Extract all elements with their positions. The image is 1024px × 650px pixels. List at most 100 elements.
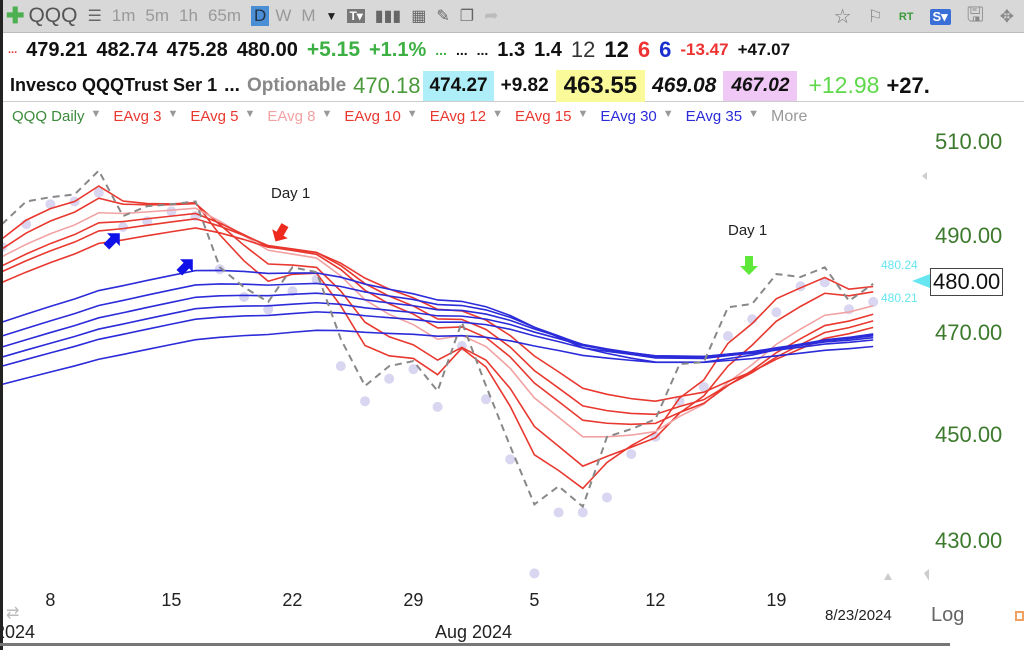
legend-eavg-10[interactable]: EAvg 10 [344, 108, 401, 125]
value-8: +47.07 [737, 40, 791, 59]
data-dot [771, 307, 782, 318]
legend-eavg-3[interactable]: EAvg 3 [113, 108, 162, 125]
scroll-up-icon[interactable] [884, 573, 892, 580]
small-marker-icon [922, 172, 927, 180]
data-dot [505, 454, 516, 465]
data-dot [481, 394, 491, 405]
low-value: 475.28 [166, 38, 228, 61]
legend-more[interactable]: More [771, 108, 808, 125]
ema-line-3 [1, 185, 874, 490]
legend-qqq-daily[interactable]: QQQ Daily [12, 108, 85, 125]
ema-line-5 [1, 197, 874, 468]
red-arrow-icon [272, 223, 289, 242]
dropdown-icon[interactable]: ▼ [662, 108, 674, 120]
data-dot [868, 296, 879, 307]
log-toggle[interactable]: Log [931, 604, 965, 626]
value-4: 12 [604, 37, 629, 62]
data-dot [408, 364, 419, 375]
dots-series [0, 187, 879, 579]
x-tick-label: 15 [161, 590, 182, 610]
x-tick-label: 19 [766, 590, 787, 610]
y-tick-label: 470.00 [935, 320, 1003, 346]
dropdown-icon[interactable]: ▼ [321, 108, 333, 120]
legend-eavg-35[interactable]: EAvg 35 [685, 108, 743, 125]
data-dot [214, 264, 225, 275]
data-dot [360, 396, 370, 407]
field-5: 469.08 [652, 73, 717, 97]
date-label: 8/23/2024 [825, 607, 892, 624]
list-icon[interactable]: ☰ [87, 8, 102, 25]
green-arrow-icon [740, 256, 758, 275]
period-daily[interactable]: D [251, 6, 270, 26]
legend-eavg-30[interactable]: EAvg 30 [600, 108, 657, 125]
interval-5m[interactable]: 5m [145, 6, 170, 25]
price-pointer-icon [912, 274, 930, 288]
x-tick-label: 5 [529, 590, 540, 610]
legend-eavg-12[interactable]: EAvg 12 [429, 108, 487, 125]
ema-line-50 [1, 311, 874, 367]
blue-arrow-icon [103, 233, 120, 250]
s-button[interactable]: S▾ [929, 8, 951, 25]
redo-icon[interactable]: ➦ [484, 6, 499, 25]
symbol-field[interactable]: QQQ [28, 4, 78, 27]
quote-dots[interactable]: ... [8, 44, 18, 56]
interval-1h[interactable]: 1h [179, 6, 198, 25]
high-value: 482.74 [96, 38, 158, 61]
dropdown-icon[interactable]: ▼ [492, 108, 504, 120]
scroll-left-icon[interactable] [924, 569, 929, 581]
data-dot [93, 187, 104, 198]
data-dot [239, 291, 249, 302]
pencil-icon[interactable]: ✎ [436, 8, 450, 25]
dropdown-icon[interactable]: ▼ [90, 108, 102, 120]
grid-add-icon[interactable]: ▦ [411, 8, 427, 25]
data-dot [529, 568, 540, 579]
period-weekly[interactable]: W [275, 6, 292, 25]
data-dot [698, 381, 709, 392]
settings-icon[interactable] [1015, 611, 1024, 621]
dropdown-icon[interactable]: ▼ [577, 108, 589, 120]
star-icon[interactable]: ☆ [833, 6, 852, 28]
last-price-box: 480.00 [930, 268, 1004, 296]
add-symbol-icon[interactable]: ✚ [6, 3, 25, 28]
period-dropdown-icon[interactable]: ▼ [325, 9, 338, 23]
period-monthly[interactable]: M [301, 6, 316, 25]
text-tool-icon[interactable]: T▾ [347, 9, 365, 23]
value-5: 6 [637, 37, 651, 62]
data-dot [45, 199, 56, 210]
dropdown-icon[interactable]: ▼ [406, 108, 418, 120]
save-icon[interactable]: 🖫 [966, 3, 984, 26]
field-8: +27. [886, 72, 930, 98]
ema-line-40 [1, 292, 874, 358]
indicator-legend: QQQ Daily ▼ EAvg 3 ▼ EAvg 5 ▼ EAvg 8 ▼ EAvg … [12, 108, 813, 126]
dropdown-icon[interactable]: ▼ [167, 108, 179, 120]
interval-1m[interactable]: 1m [111, 6, 136, 25]
dots-green: ... [435, 42, 447, 58]
field-3: +9.82 [500, 74, 549, 96]
quote-row: ... 479.21 482.74 475.28 480.00 +5.15 +1… [0, 34, 1024, 66]
scroll-arrows-icon[interactable]: ⇄ [6, 605, 20, 622]
move-icon[interactable]: ✥ [999, 6, 1014, 26]
open-value: 479.21 [26, 38, 88, 61]
bottom-border [0, 643, 950, 646]
legend-eavg-15[interactable]: EAvg 15 [515, 108, 572, 125]
close-dashed-line [1, 168, 874, 509]
data-dot [602, 492, 612, 503]
info-dots[interactable]: ... [224, 74, 240, 96]
optionable-label: Optionable [246, 74, 347, 96]
dropdown-icon[interactable]: ▼ [244, 108, 256, 120]
dropdown-icon[interactable]: ▼ [748, 108, 759, 120]
legend-eavg-5[interactable]: EAvg 5 [190, 108, 239, 125]
day1-red-label: Day 1 [271, 185, 311, 202]
data-dot [432, 401, 443, 412]
interval-65m[interactable]: 65m [207, 6, 242, 25]
flag-icon[interactable]: ⚐ [867, 6, 883, 26]
toolbar: ✚ QQQ ☰ 1m 5m 1h 65m D W M ▼ T▾ ▮▮▮ ▦ ✎ … [0, 0, 1024, 33]
legend-eavg-8[interactable]: EAvg 8 [267, 108, 316, 125]
data-dot [335, 361, 346, 372]
change-value: +5.15 [306, 38, 360, 61]
month-label-aug: Aug 2024 [435, 622, 513, 642]
pages-icon[interactable]: ❐ [459, 8, 475, 25]
dots-3: ... [476, 42, 489, 58]
bar-style-icon[interactable]: ▮▮▮ [374, 8, 402, 25]
